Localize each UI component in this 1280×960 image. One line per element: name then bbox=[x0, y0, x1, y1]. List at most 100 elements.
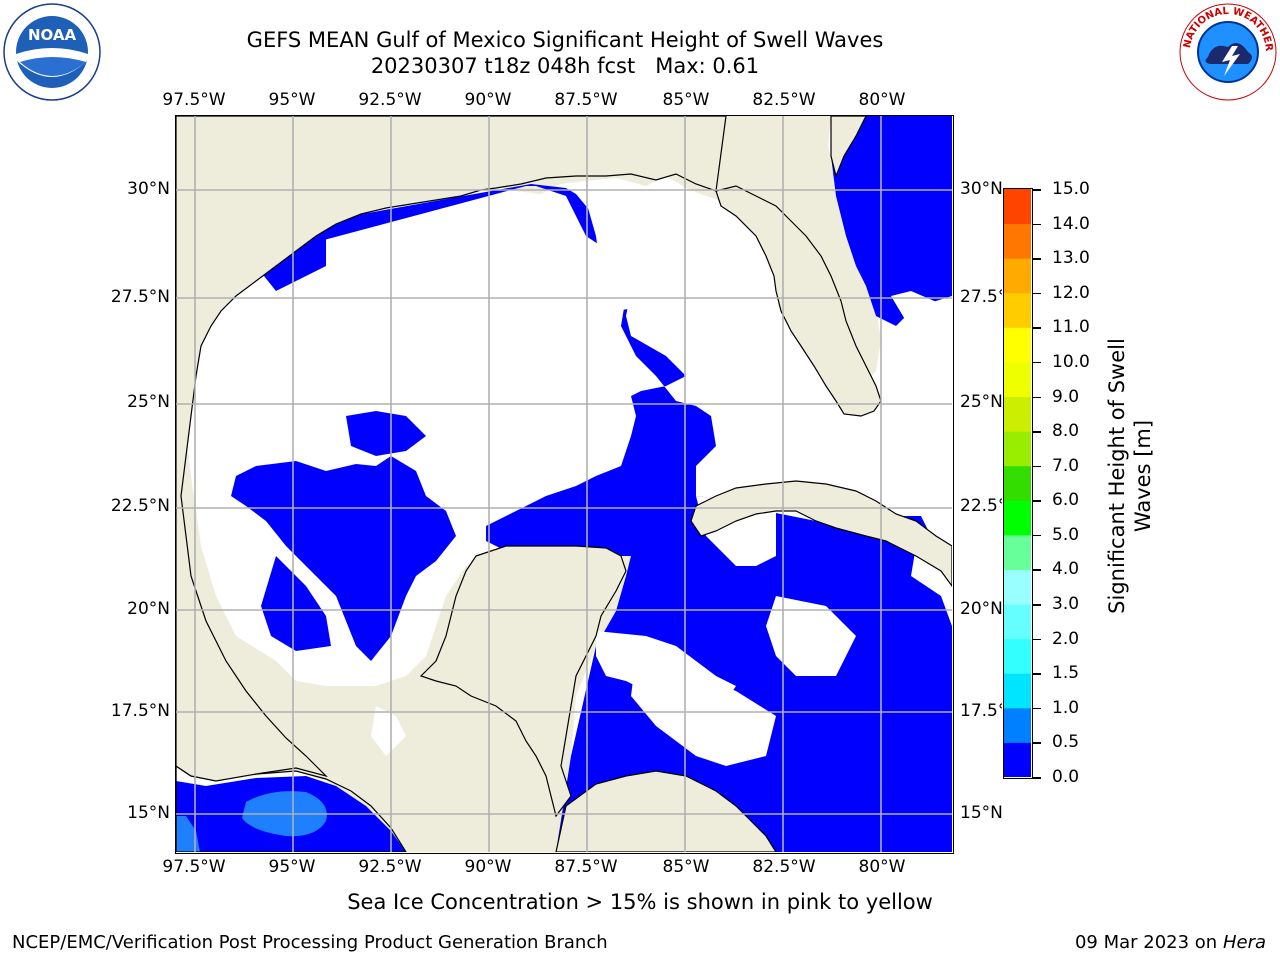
colorbar-tick bbox=[1033, 500, 1041, 502]
colorbar-swatch bbox=[1004, 604, 1031, 640]
graticule bbox=[176, 116, 952, 852]
lat-label-right: 30°N bbox=[960, 179, 1002, 199]
footer-credit: NCEP/EMC/Verification Post Processing Pr… bbox=[12, 932, 608, 953]
colorbar-swatch bbox=[1004, 673, 1031, 709]
colorbar-title: Significant Height of Swell Waves [m] bbox=[1104, 316, 1156, 636]
lon-label-bottom: 95°W bbox=[268, 857, 316, 877]
colorbar-swatch bbox=[1004, 223, 1031, 259]
colorbar-tick bbox=[1033, 292, 1041, 295]
lat-label-left: 20°N bbox=[127, 599, 170, 619]
map-canvas bbox=[176, 116, 952, 852]
colorbar-tick-label: 14.0 bbox=[1052, 213, 1090, 234]
colorbar-tick bbox=[1033, 189, 1041, 191]
lat-label-right: 20°N bbox=[960, 599, 1002, 619]
colorbar-tick bbox=[1033, 638, 1041, 641]
lon-label-bottom: 87.5°W bbox=[554, 857, 618, 877]
colorbar-swatch bbox=[1004, 638, 1031, 674]
colorbar-tick bbox=[1033, 465, 1041, 468]
colorbar-swatch bbox=[1004, 189, 1031, 225]
colorbar-swatch bbox=[1004, 569, 1031, 605]
colorbar-tick-label: 7.0 bbox=[1052, 455, 1080, 476]
colorbar-swatch bbox=[1004, 258, 1031, 294]
colorbar-tick-label: 1.0 bbox=[1052, 697, 1080, 718]
colorbar-swatch bbox=[1004, 707, 1031, 743]
colorbar-swatch bbox=[1004, 361, 1031, 398]
colorbar-tick-label: 1.5 bbox=[1052, 663, 1080, 684]
colorbar-tick bbox=[1033, 673, 1041, 675]
colorbar-tick-label: 3.0 bbox=[1052, 594, 1080, 615]
lon-label-bottom: 90°W bbox=[464, 857, 512, 877]
swell-field-mid bbox=[176, 816, 200, 852]
lon-label-top: 95°W bbox=[268, 90, 316, 110]
lat-label-right: 27.5°N bbox=[960, 287, 1002, 307]
colorbar-swatches bbox=[1004, 189, 1031, 778]
colorbar-tick bbox=[1033, 569, 1041, 571]
colorbar bbox=[1003, 188, 1033, 779]
colorbar-tick-label: 8.0 bbox=[1052, 421, 1080, 442]
colorbar-tick-label: 13.0 bbox=[1052, 248, 1090, 269]
lat-label-left: 25°N bbox=[127, 392, 170, 412]
colorbar-tick bbox=[1033, 327, 1041, 329]
lat-label-left: 22.5°N bbox=[110, 496, 170, 516]
lat-label-right: 17.5°N bbox=[960, 701, 1002, 721]
colorbar-tick-label: 4.0 bbox=[1052, 559, 1080, 580]
colorbar-tick-label: 5.0 bbox=[1052, 524, 1080, 545]
lat-label-right: 25°N bbox=[960, 392, 1002, 412]
sea-ice-note: Sea Ice Concentration > 15% is shown in … bbox=[347, 890, 933, 914]
colorbar-title-text: Significant Height of Swell Waves [m] bbox=[1105, 338, 1155, 614]
chart-subtitle: 20230307 t18z 048h fcst Max: 0.61 bbox=[370, 54, 760, 78]
colorbar-swatch bbox=[1004, 396, 1031, 432]
lon-label-bottom: 92.5°W bbox=[358, 857, 422, 877]
colorbar-swatch bbox=[1004, 742, 1031, 778]
colorbar-tick bbox=[1033, 604, 1041, 606]
colorbar-tick-label: 0.0 bbox=[1052, 767, 1080, 787]
map-frame bbox=[175, 115, 954, 854]
colorbar-tick-label: 11.0 bbox=[1052, 317, 1090, 338]
colorbar-tick bbox=[1033, 361, 1041, 364]
lon-label-bottom: 85°W bbox=[662, 857, 710, 877]
colorbar-tick-label: 10.0 bbox=[1052, 351, 1090, 372]
lon-label-top: 90°W bbox=[464, 90, 512, 110]
colorbar-swatch bbox=[1004, 292, 1031, 328]
colorbar-swatch bbox=[1004, 534, 1031, 570]
lon-label-bottom: 97.5°W bbox=[162, 857, 226, 877]
chart-title: GEFS MEAN Gulf of Mexico Significant Hei… bbox=[246, 28, 884, 52]
lat-label-right: 15°N bbox=[960, 803, 1003, 823]
noaa-logo: NOAA bbox=[2, 2, 102, 102]
lat-label-left: 15°N bbox=[127, 803, 170, 823]
colorbar-tick bbox=[1033, 396, 1041, 399]
colorbar-swatch bbox=[1004, 500, 1031, 536]
lon-label-bottom: 80°W bbox=[858, 857, 906, 877]
lat-label-left: 27.5°N bbox=[110, 287, 170, 307]
colorbar-tick bbox=[1033, 431, 1041, 433]
lon-label-top: 82.5°W bbox=[752, 90, 816, 110]
footer-date-text: 09 Mar 2023 on bbox=[1074, 932, 1218, 953]
lat-label-left: 17.5°N bbox=[110, 701, 170, 721]
colorbar-tick-label: 0.5 bbox=[1052, 732, 1080, 753]
colorbar-tick bbox=[1033, 534, 1041, 537]
lon-label-top: 85°W bbox=[662, 90, 710, 110]
colorbar-swatch bbox=[1004, 465, 1031, 501]
lon-label-top: 87.5°W bbox=[554, 90, 618, 110]
colorbar-tick bbox=[1033, 707, 1041, 710]
colorbar-tick bbox=[1033, 742, 1041, 744]
colorbar-tick-label: 6.0 bbox=[1052, 490, 1080, 511]
nws-logo: NATIONAL WEATHER SERVICE bbox=[1174, 0, 1278, 102]
lon-label-bottom: 82.5°W bbox=[752, 857, 816, 877]
lon-label-top: 80°W bbox=[858, 90, 906, 110]
lon-label-top: 97.5°W bbox=[162, 90, 226, 110]
lat-label-left: 30°N bbox=[127, 179, 170, 199]
land-overlay bbox=[176, 116, 952, 852]
footer-date: 09 Mar 2023 on Hera bbox=[1075, 932, 1266, 953]
lon-label-top: 92.5°W bbox=[358, 90, 422, 110]
colorbar-swatch bbox=[1004, 327, 1031, 363]
colorbar-tick bbox=[1033, 777, 1041, 779]
svg-text:NOAA: NOAA bbox=[28, 26, 77, 44]
colorbar-tick-label: 15.0 bbox=[1052, 179, 1090, 199]
footer-host: Hera bbox=[1222, 932, 1266, 953]
lat-label-right: 22.5°N bbox=[960, 496, 1002, 516]
colorbar-tick-label: 2.0 bbox=[1052, 628, 1080, 649]
colorbar-tick-label: 9.0 bbox=[1052, 386, 1080, 407]
colorbar-tick bbox=[1033, 223, 1041, 226]
colorbar-swatch bbox=[1004, 431, 1031, 467]
